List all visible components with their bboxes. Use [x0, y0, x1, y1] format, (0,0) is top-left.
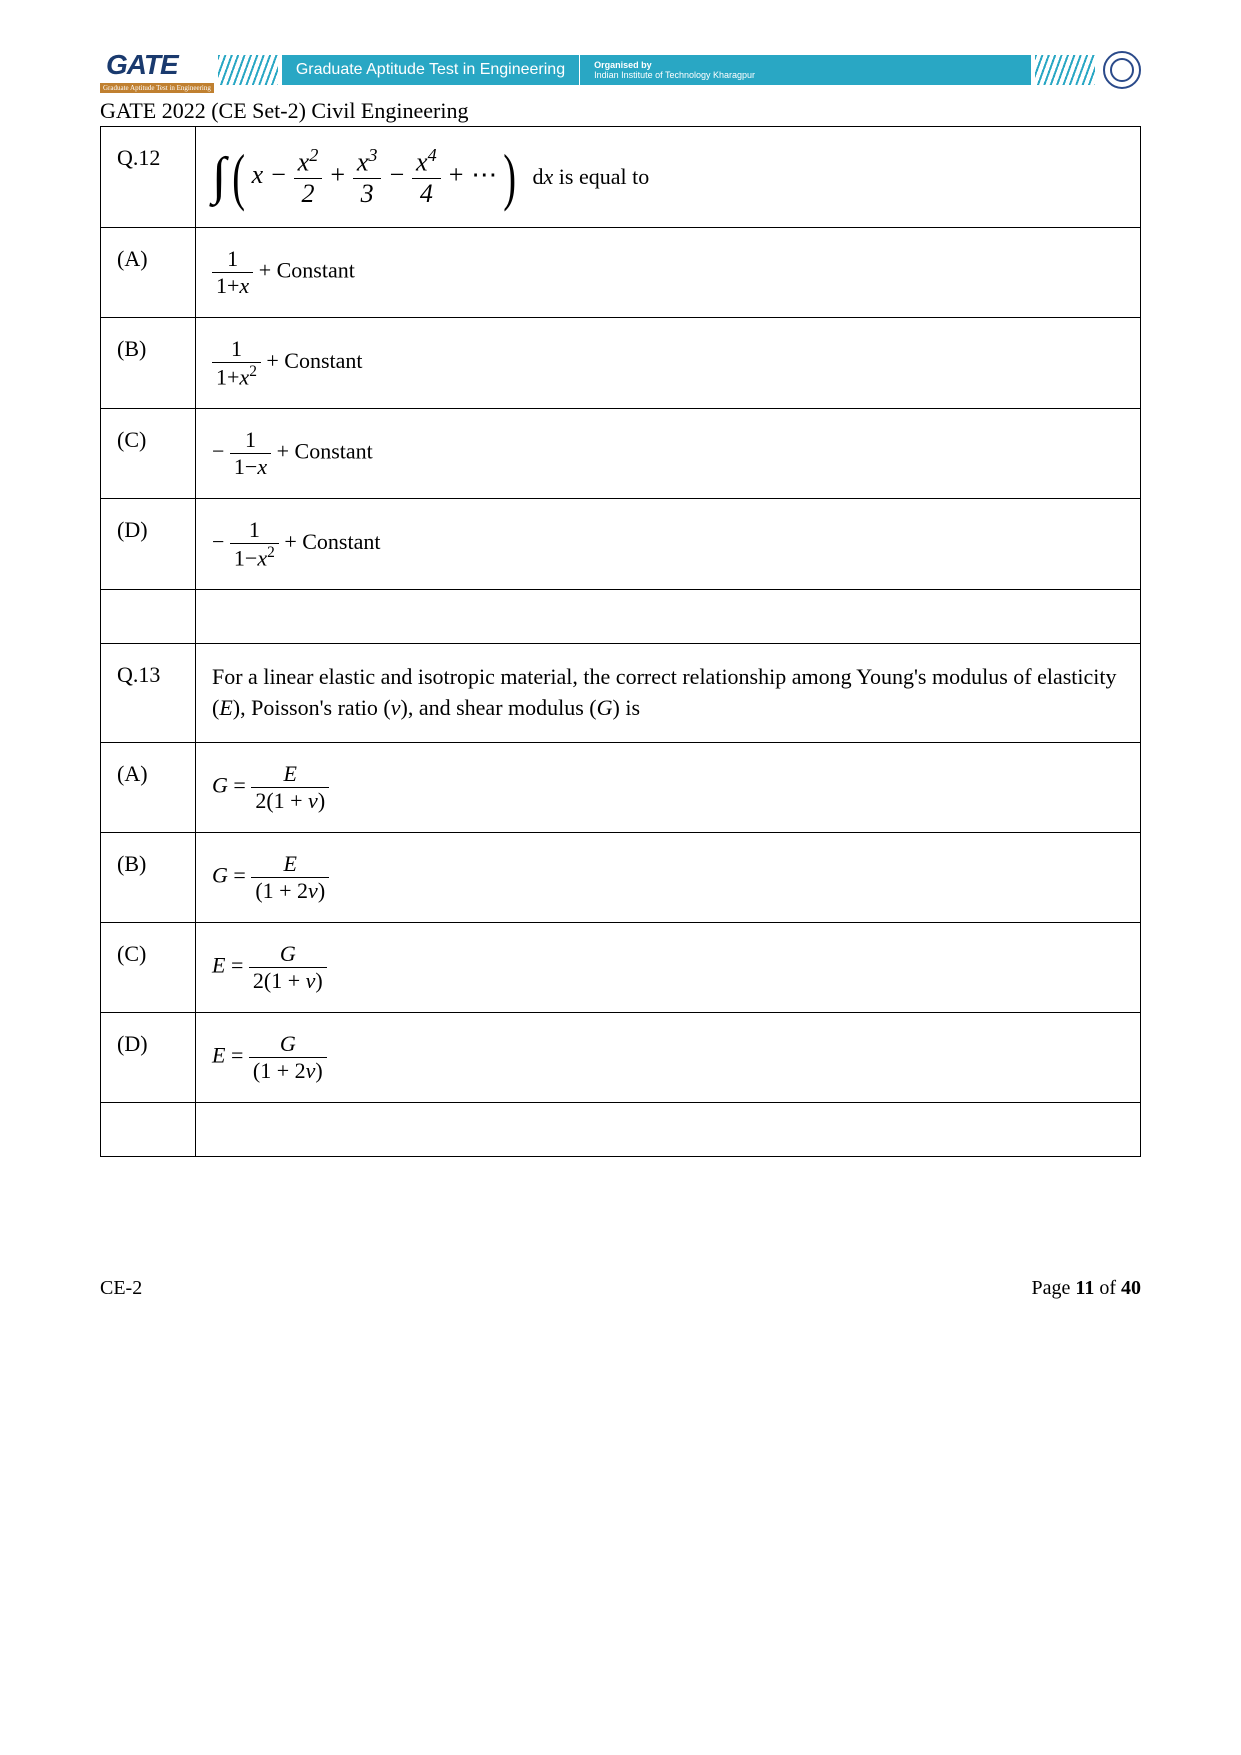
q13-optB-content: G = E(1 + 2ν): [196, 832, 1141, 922]
banner-left: Graduate Aptitude Test in Engineering: [282, 55, 580, 85]
q12-tail: dx is equal to: [533, 164, 650, 190]
q13-optD-content: E = G(1 + 2ν): [196, 1012, 1141, 1102]
q13-content: For a linear elastic and isotropic mater…: [196, 644, 1141, 743]
q13-row: Q.13 For a linear elastic and isotropic …: [101, 644, 1141, 743]
q13-optD-row: (D) E = G(1 + 2ν): [101, 1012, 1141, 1102]
footer-left: CE-2: [100, 1277, 142, 1300]
q13-label: Q.13: [101, 644, 196, 743]
right-paren: ): [503, 151, 516, 202]
q12-optC-label: (C): [101, 408, 196, 498]
q13-optD-label: (D): [101, 1012, 196, 1102]
q12-content: ∫ ( x − x22 + x33 − x44 + ⋯ ) dx is equa…: [196, 127, 1141, 228]
gate-logo-text: GATE: [100, 47, 214, 83]
term1: x: [252, 160, 264, 189]
q12-optB-row: (B) 11+x2 + Constant: [101, 317, 1141, 408]
banner-right: Organised by Indian Institute of Technol…: [580, 55, 1031, 85]
q12-optA-content: 11+x + Constant: [196, 227, 1141, 317]
q12-optD-label: (D): [101, 498, 196, 589]
blank-row-2: [101, 1102, 1141, 1156]
gate-logo-sub: Graduate Aptitude Test in Engineering: [100, 83, 214, 93]
q13-optA-content: G = E2(1 + ν): [196, 742, 1141, 832]
q12-optA-label: (A): [101, 227, 196, 317]
hatching-right: [1035, 55, 1095, 85]
q12-optA-row: (A) 11+x + Constant: [101, 227, 1141, 317]
q13-optA-row: (A) G = E2(1 + ν): [101, 742, 1141, 832]
hatching-left: [218, 55, 278, 85]
q12-optC-content: − 11−x + Constant: [196, 408, 1141, 498]
institute: Indian Institute of Technology Kharagpur: [594, 70, 1017, 80]
q12-row: Q.12 ∫ ( x − x22 + x33 − x44 + ⋯ ) dx is…: [101, 127, 1141, 228]
q12-optD-row: (D) − 11−x2 + Constant: [101, 498, 1141, 589]
header-bar: GATE Graduate Aptitude Test in Engineeri…: [100, 50, 1141, 90]
gate-logo: GATE Graduate Aptitude Test in Engineeri…: [100, 47, 214, 93]
q12-optB-label: (B): [101, 317, 196, 408]
q12-optD-content: − 11−x2 + Constant: [196, 498, 1141, 589]
left-paren: (: [233, 151, 246, 202]
q12-optC-row: (C) − 11−x + Constant: [101, 408, 1141, 498]
q12-label: Q.12: [101, 127, 196, 228]
question-table: Q.12 ∫ ( x − x22 + x33 − x44 + ⋯ ) dx is…: [100, 126, 1141, 1157]
q13-optC-content: E = G2(1 + ν): [196, 922, 1141, 1012]
footer: CE-2 Page 11 of 40: [100, 1277, 1141, 1300]
footer-right: Page 11 of 40: [1032, 1277, 1141, 1300]
q13-optB-row: (B) G = E(1 + 2ν): [101, 832, 1141, 922]
series: x − x22 + x33 − x44 + ⋯: [252, 145, 498, 209]
q12-optB-content: 11+x2 + Constant: [196, 317, 1141, 408]
page-title: GATE 2022 (CE Set-2) Civil Engineering: [100, 98, 1141, 124]
organised-by: Organised by: [594, 60, 1017, 70]
iit-logo-icon: [1103, 51, 1141, 89]
integral-sign: ∫: [212, 161, 226, 192]
q13-optB-label: (B): [101, 832, 196, 922]
q13-optC-row: (C) E = G2(1 + ν): [101, 922, 1141, 1012]
blank-row-1: [101, 590, 1141, 644]
q13-optC-label: (C): [101, 922, 196, 1012]
q13-optA-label: (A): [101, 742, 196, 832]
